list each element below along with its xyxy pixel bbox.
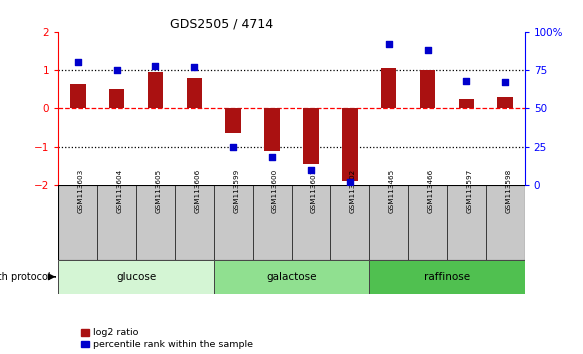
Bar (342, 108, 357, 181)
Text: galactose: galactose (266, 272, 317, 282)
Point (268, 155, 277, 160)
Text: GSM113601: GSM113601 (311, 169, 317, 213)
Text: GSM113606: GSM113606 (194, 169, 201, 213)
Text: GSM113466: GSM113466 (427, 169, 434, 213)
Bar (303, 108, 319, 164)
Point (423, 47, 432, 53)
Bar (381, 68, 396, 108)
Bar (226, 108, 241, 133)
Bar (109, 89, 124, 108)
Text: GSM113602: GSM113602 (350, 169, 356, 213)
Text: GSM113603: GSM113603 (78, 169, 84, 213)
Bar (187, 78, 202, 108)
Point (151, 63, 160, 68)
Text: GSM113465: GSM113465 (389, 169, 395, 213)
Point (345, 179, 354, 185)
Text: GSM113597: GSM113597 (466, 169, 472, 213)
Point (112, 67, 121, 73)
Legend: log2 ratio, percentile rank within the sample: log2 ratio, percentile rank within the s… (80, 329, 253, 349)
Text: growth protocol: growth protocol (0, 272, 51, 282)
Bar (369, 260, 525, 294)
Text: GSM113598: GSM113598 (505, 169, 511, 213)
Point (306, 167, 315, 172)
Point (189, 64, 199, 70)
Text: GSM113605: GSM113605 (156, 169, 161, 213)
Point (384, 41, 394, 47)
Text: GSM113604: GSM113604 (117, 169, 122, 213)
Bar (459, 99, 474, 108)
Point (462, 78, 471, 84)
Title: GDS2505 / 4714: GDS2505 / 4714 (170, 18, 273, 31)
Bar (497, 97, 513, 108)
Point (501, 80, 510, 85)
Bar (58, 260, 214, 294)
Bar (147, 72, 163, 108)
Point (229, 144, 238, 149)
Bar (264, 108, 280, 150)
Text: glucose: glucose (116, 272, 156, 282)
Text: GSM113599: GSM113599 (233, 169, 239, 213)
Text: raffinose: raffinose (424, 272, 470, 282)
Bar (420, 70, 436, 108)
Text: GSM113600: GSM113600 (272, 169, 278, 213)
Point (73, 59, 82, 65)
Bar (70, 84, 86, 108)
Bar (214, 260, 369, 294)
